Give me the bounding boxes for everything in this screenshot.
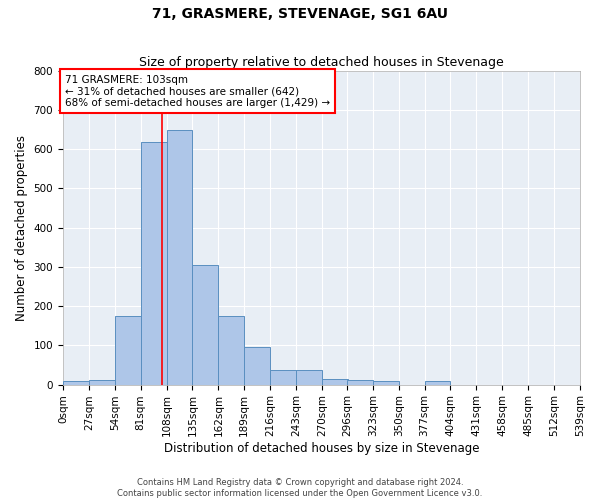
- Bar: [89, 380, 115, 384]
- Bar: [347, 380, 373, 384]
- Text: 71 GRASMERE: 103sqm
← 31% of detached houses are smaller (642)
68% of semi-detac: 71 GRASMERE: 103sqm ← 31% of detached ho…: [65, 74, 330, 108]
- Text: Contains HM Land Registry data © Crown copyright and database right 2024.
Contai: Contains HM Land Registry data © Crown c…: [118, 478, 482, 498]
- Bar: [322, 378, 348, 384]
- Bar: [140, 142, 167, 384]
- Bar: [373, 380, 398, 384]
- X-axis label: Distribution of detached houses by size in Stevenage: Distribution of detached houses by size …: [164, 442, 479, 455]
- Bar: [167, 130, 193, 384]
- Bar: [425, 382, 451, 384]
- Bar: [296, 370, 322, 384]
- Bar: [244, 346, 270, 385]
- Y-axis label: Number of detached properties: Number of detached properties: [15, 134, 28, 320]
- Bar: [63, 382, 89, 384]
- Bar: [193, 265, 218, 384]
- Title: Size of property relative to detached houses in Stevenage: Size of property relative to detached ho…: [139, 56, 504, 70]
- Bar: [218, 316, 244, 384]
- Text: 71, GRASMERE, STEVENAGE, SG1 6AU: 71, GRASMERE, STEVENAGE, SG1 6AU: [152, 8, 448, 22]
- Bar: [270, 370, 296, 384]
- Bar: [115, 316, 140, 384]
